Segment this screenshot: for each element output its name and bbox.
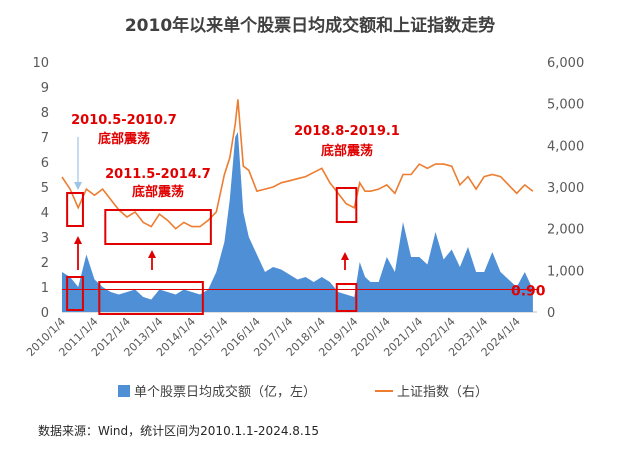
y-right-tick-label: 3,000 <box>547 181 584 196</box>
y-right-tick-label: 4,000 <box>547 139 584 154</box>
annotation-date-range: 2018.8-2019.1 <box>294 124 400 139</box>
y-left-tick-label: 3 <box>41 231 49 246</box>
annotation-box-volume-2010 <box>66 276 84 311</box>
annotation-caption: 底部震荡 <box>132 184 184 200</box>
line-series-sse-index <box>61 99 534 230</box>
y-left-tick-label: 7 <box>41 131 49 146</box>
annotation-box-index-2010 <box>66 192 84 227</box>
y-right-tick-label: 5,000 <box>547 98 584 113</box>
annotation-box-index-2011 <box>104 209 212 245</box>
annotation-arrow-2010-head <box>74 236 82 244</box>
annotation-caption: 底部震荡 <box>321 143 373 159</box>
chart-title: 2010年以来单个股票日均成交额和上证指数走势 <box>125 15 495 36</box>
y-right-tick-label: 0 <box>547 306 555 321</box>
y-left-tick-label: 8 <box>41 106 49 121</box>
y-right-tick-label: 1,000 <box>547 264 584 279</box>
annotation-box-volume-2011 <box>98 281 204 315</box>
y-right-tick-label: 2,000 <box>547 223 584 238</box>
y-left-tick-label: 9 <box>41 81 49 96</box>
y-left-tick-label: 0 <box>41 306 49 321</box>
source-note: 数据来源：Wind，统计区间为2010.1.1-2024.8.15 <box>38 423 319 438</box>
y-left-tick-label: 4 <box>41 206 49 221</box>
legend: 单个股票日均成交额（亿，左） 上证指数（右） <box>118 384 488 400</box>
y-left-tick-label: 2 <box>41 256 49 271</box>
annotation-pointer-2010-head <box>74 182 82 190</box>
y-right-tick-label: 6,000 <box>547 56 584 71</box>
y-left-tick-label: 6 <box>41 156 49 171</box>
legend-swatch-bar <box>118 385 130 397</box>
legend-label-line: 上证指数（右） <box>397 385 488 400</box>
annotation-caption: 底部震荡 <box>98 131 150 147</box>
y-left-tick-label: 1 <box>41 281 49 296</box>
reference-line-label: 0.90 <box>511 284 546 300</box>
annotation-arrow-2018-head <box>341 252 349 260</box>
annotation-date-range: 2010.5-2010.7 <box>71 113 177 128</box>
bar-series-turnover <box>62 132 533 312</box>
y-left-tick-label: 10 <box>32 56 49 71</box>
annotation-arrow-2011-head <box>148 250 156 258</box>
legend-label-bar: 单个股票日均成交额（亿，左） <box>134 384 316 400</box>
annotation-layer: 2010.5-2010.7 底部震荡 2011.5-2014.7 底部震荡 2018.8… <box>66 113 400 315</box>
y-left-tick-label: 5 <box>41 181 49 196</box>
annotation-box-index-2018 <box>335 187 358 223</box>
annotation-box-volume-2018 <box>335 283 358 312</box>
annotation-date-range: 2011.5-2014.7 <box>105 167 211 182</box>
